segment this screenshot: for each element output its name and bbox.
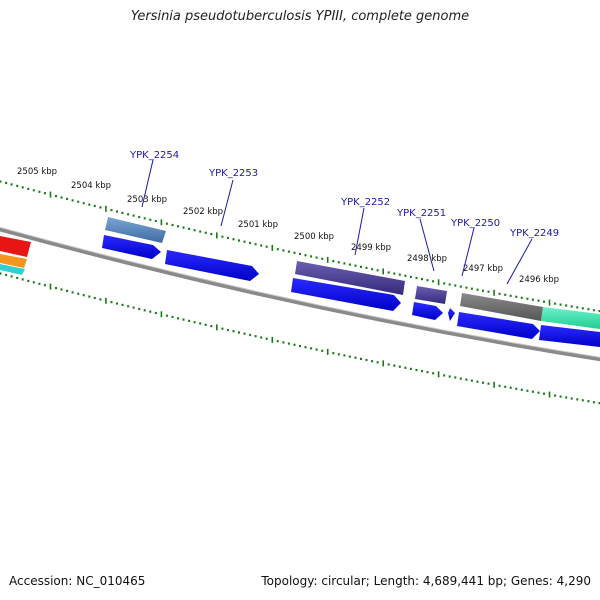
cds-arrow: [165, 250, 259, 281]
gene-ypk-2254-feature: [105, 217, 166, 243]
gene-feature-cyan: [0, 264, 25, 275]
kbp-labels: 2505 kbp 2504 kbp 2503 kbp 2502 kbp 2501…: [17, 167, 559, 285]
cds-arrow: [102, 235, 161, 259]
gene-label: YPK_2253: [208, 168, 258, 179]
gene-feature-orange: [0, 254, 27, 268]
cds-arrow: [412, 302, 443, 320]
kbp-label: 2499 kbp: [351, 243, 391, 253]
cds-track: [102, 235, 600, 347]
cds-arrow: [291, 278, 401, 311]
cds-arrow: [448, 308, 455, 321]
kbp-label: 2505 kbp: [17, 167, 57, 177]
genome-title: Yersinia pseudotuberculosis YPIII, compl…: [130, 9, 470, 24]
genome-backbone: [0, 227, 600, 362]
gene-label: YPK_2249: [509, 228, 559, 239]
gene-track-upper: [105, 217, 600, 329]
accession-label: Accession: NC_010465: [9, 574, 146, 588]
leader-line: [461, 227, 475, 277]
kbp-label: 2497 kbp: [463, 264, 503, 274]
tick-rings: [0, 180, 600, 405]
cds-arrow: [539, 325, 600, 347]
gene-feature-red: [0, 236, 31, 257]
gene-labels: YPK_2254 YPK_2253 YPK_2252 YPK_2251 YPK_…: [129, 150, 559, 239]
gene-label: YPK_2252: [340, 197, 390, 208]
gene-label-leaders: [141, 159, 533, 285]
kbp-label: 2504 kbp: [71, 181, 111, 191]
genome-backbone-highlight: [0, 226, 600, 358]
leader-line: [354, 207, 365, 256]
left-edge-features: [0, 236, 31, 275]
gene-label: YPK_2251: [396, 208, 446, 219]
kbp-label: 2496 kbp: [519, 275, 559, 285]
leader-line: [141, 159, 154, 208]
gene-label: YPK_2250: [450, 218, 500, 229]
gene-label: YPK_2254: [129, 150, 179, 161]
kbp-label: 2498 kbp: [407, 254, 447, 264]
kbp-label: 2501 kbp: [238, 220, 278, 230]
gene-ypk-2250-feature: [460, 293, 543, 321]
kbp-label: 2500 kbp: [294, 232, 334, 242]
genome-summary: Topology: circular; Length: 4,689,441 bp…: [261, 574, 591, 588]
gene-ypk-2251-feature: [415, 286, 447, 304]
kbp-label: 2502 kbp: [183, 207, 223, 217]
leader-line: [419, 218, 435, 272]
gene-ypk-2252-feature: [295, 261, 405, 295]
cds-arrow: [457, 312, 540, 339]
leader-line: [220, 179, 234, 227]
leader-line: [506, 238, 533, 285]
gene-ypk-2249-feature: [541, 307, 600, 329]
kbp-label: 2503 kbp: [127, 195, 167, 205]
